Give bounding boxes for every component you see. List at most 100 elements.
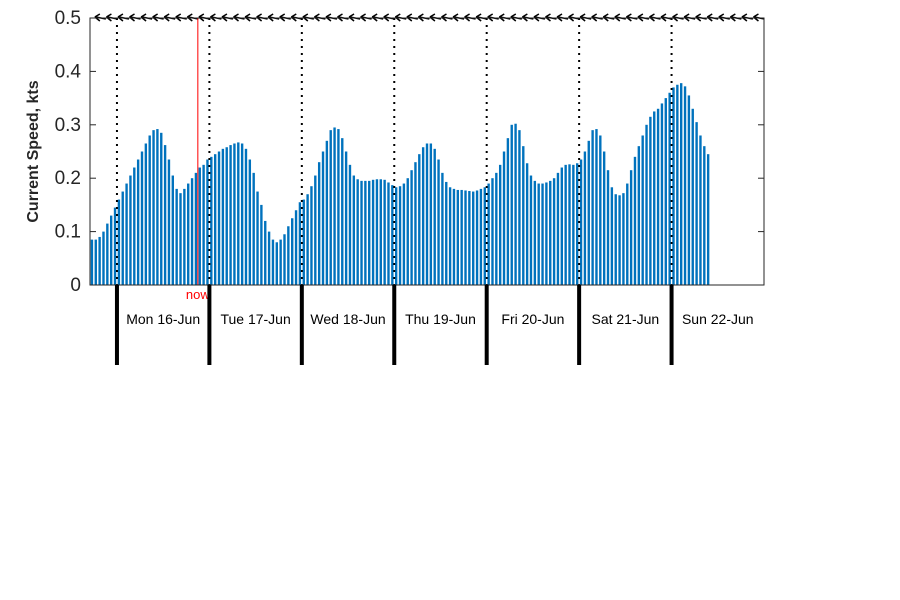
- speed-bar: [579, 159, 583, 285]
- day-label: Wed 18-Jun: [310, 311, 385, 327]
- speed-bar: [337, 129, 340, 285]
- y-axis-title: Current Speed, kts: [25, 80, 42, 222]
- speed-bar: [425, 143, 429, 285]
- speed-bar: [491, 178, 494, 285]
- speed-bar: [483, 187, 486, 285]
- speed-bar: [298, 202, 302, 285]
- speed-bar: [656, 108, 660, 285]
- speed-bar: [329, 130, 332, 285]
- speed-bar: [283, 234, 286, 285]
- y-tick-label: 0.4: [55, 61, 82, 82]
- speed-bar: [163, 145, 167, 285]
- speed-bar: [348, 164, 352, 285]
- speed-bar: [687, 95, 691, 286]
- speed-bar: [502, 151, 506, 285]
- speed-bar: [429, 143, 433, 285]
- speed-bar: [599, 135, 602, 285]
- speed-bar: [325, 140, 329, 285]
- plot-area-border: [89, 17, 765, 286]
- speed-bar: [279, 239, 282, 285]
- x-axis-day-ticks: [114, 285, 674, 365]
- speed-bar: [649, 116, 652, 285]
- speed-bar: [109, 215, 113, 285]
- speed-bar: [160, 132, 163, 285]
- speed-bar: [271, 239, 275, 285]
- speed-bar: [233, 143, 236, 285]
- speed-bar: [549, 180, 552, 285]
- speed-bar: [703, 146, 706, 285]
- speed-bar: [98, 236, 101, 285]
- speed-bar: [356, 179, 359, 285]
- speed-bar: [310, 186, 313, 285]
- speed-bar: [364, 180, 367, 285]
- speed-bar: [614, 194, 617, 285]
- speed-bar: [522, 146, 525, 285]
- speed-bar: [156, 129, 159, 285]
- speed-bar: [445, 181, 448, 285]
- speed-bar: [210, 156, 213, 285]
- speed-bar: [676, 84, 679, 285]
- speed-bar: [668, 92, 671, 285]
- speed-bar: [406, 178, 409, 285]
- speed-bar: [240, 143, 244, 285]
- speed-bar: [94, 239, 97, 285]
- speed-bar: [387, 182, 390, 285]
- speed-bar: [510, 124, 513, 285]
- speed-bar: [479, 188, 483, 285]
- speed-bar: [341, 138, 344, 285]
- speed-bar: [441, 172, 444, 285]
- speed-bar: [291, 218, 294, 285]
- x-axis-day-labels: Mon 16-Jun Tue 17-Jun Wed 18-Jun Thu 19-Jun…: [126, 311, 753, 327]
- speed-bar: [653, 111, 656, 285]
- speed-bar: [637, 146, 641, 285]
- speed-bar: [633, 156, 637, 285]
- speed-bar: [264, 220, 267, 285]
- day-label: Sat 21-Jun: [591, 311, 659, 327]
- speed-bar: [464, 190, 467, 285]
- day-label: Thu 19-Jun: [405, 311, 476, 327]
- speed-bar: [410, 170, 413, 285]
- speed-bar: [591, 130, 594, 285]
- speed-bar: [433, 148, 436, 285]
- speed-bar: [645, 124, 648, 285]
- speed-bar: [267, 231, 271, 285]
- speed-bar: [152, 130, 155, 285]
- speed-bar: [383, 179, 386, 285]
- speed-bar: [333, 127, 336, 285]
- speed-bar: [518, 130, 521, 285]
- speed-bar: [102, 231, 105, 285]
- speed-bar: [398, 186, 402, 285]
- speed-bar: [125, 183, 128, 285]
- speed-bar: [602, 151, 606, 285]
- speed-bar: [121, 191, 124, 285]
- speed-bar: [541, 183, 544, 285]
- speed-bar: [595, 129, 598, 285]
- speed-bar: [568, 164, 571, 285]
- speed-bar: [487, 183, 490, 285]
- speed-bar: [414, 162, 417, 285]
- speed-bar: [229, 145, 232, 285]
- speed-bar: [106, 223, 109, 285]
- speed-bar: [452, 188, 456, 285]
- speed-bar: [213, 154, 217, 285]
- speed-bar: [260, 204, 263, 285]
- speed-bar: [368, 180, 371, 285]
- speed-bar: [556, 172, 560, 285]
- speed-bar: [217, 151, 221, 285]
- speed-bar: [618, 195, 621, 285]
- day-label: Sun 22-Jun: [682, 311, 754, 327]
- speed-bar: [695, 122, 698, 285]
- speed-bar: [506, 138, 510, 285]
- speed-bar: [560, 167, 563, 285]
- speed-bar: [302, 199, 305, 285]
- speed-bar: [113, 207, 117, 285]
- y-tick-label: 0.2: [55, 168, 81, 189]
- speed-bar: [626, 183, 629, 285]
- speed-bar: [179, 193, 182, 285]
- speed-bar: [672, 87, 675, 285]
- speed-bar: [552, 178, 556, 285]
- speed-bar: [183, 188, 186, 285]
- speed-bar: [529, 175, 533, 285]
- speed-bar: [287, 226, 290, 285]
